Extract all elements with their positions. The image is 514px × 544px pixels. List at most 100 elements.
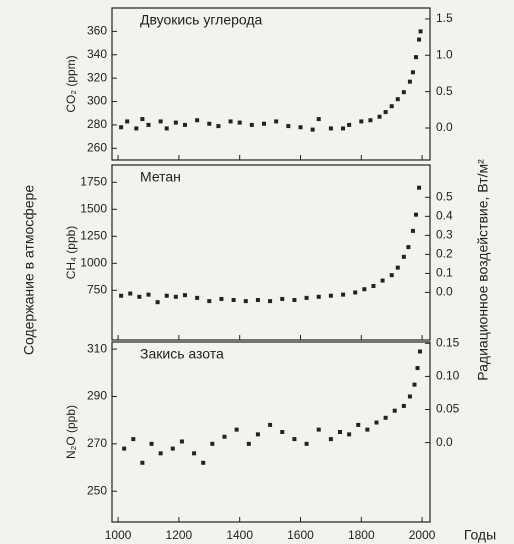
data-point xyxy=(407,79,412,84)
data-point xyxy=(192,451,197,456)
data-point xyxy=(374,420,379,425)
data-point xyxy=(353,290,358,295)
y2-tick-label: 0.5 xyxy=(436,190,453,204)
data-point xyxy=(249,122,254,127)
data-point xyxy=(170,446,175,451)
data-point xyxy=(125,119,130,124)
data-point xyxy=(347,122,352,127)
y-tick-label: 360 xyxy=(87,24,107,38)
data-point xyxy=(173,120,178,125)
data-point xyxy=(164,126,169,131)
y2-tick-label: 0.15 xyxy=(436,335,460,349)
data-point xyxy=(274,119,279,124)
x-tick-label: 1400 xyxy=(226,528,253,542)
y-tick-label: 750 xyxy=(87,282,107,296)
data-point xyxy=(137,294,142,299)
data-point xyxy=(341,292,346,297)
y2-tick-label: 0.4 xyxy=(436,209,453,223)
data-point xyxy=(418,29,423,34)
data-point xyxy=(158,451,163,456)
data-point xyxy=(122,446,127,451)
data-point xyxy=(417,37,422,42)
data-point xyxy=(286,124,291,129)
panel-y-label: N₂O (ppb) xyxy=(64,405,78,459)
data-point xyxy=(316,294,321,299)
data-point xyxy=(216,124,221,129)
panel-frame xyxy=(111,341,431,523)
data-point xyxy=(119,125,124,130)
data-point xyxy=(406,245,411,250)
y-tick-label: 340 xyxy=(87,47,107,61)
data-point xyxy=(371,283,376,288)
x-axis-label: Годы xyxy=(464,527,496,543)
data-point xyxy=(140,117,145,122)
panel-y-label: CH₄ (ppb) xyxy=(64,226,78,280)
data-point xyxy=(195,118,200,123)
data-point xyxy=(234,427,239,432)
data-point xyxy=(417,185,422,190)
y2-tick-label: 1.0 xyxy=(436,47,453,61)
data-point xyxy=(149,441,154,446)
data-point xyxy=(146,122,151,127)
y-tick-label: 270 xyxy=(87,436,107,450)
data-point xyxy=(359,119,364,124)
data-point xyxy=(182,122,187,127)
data-point xyxy=(389,104,394,109)
data-point xyxy=(158,119,163,124)
data-point xyxy=(328,293,333,298)
x-tick-label: 1800 xyxy=(348,528,375,542)
y2-tick-label: 0.10 xyxy=(436,369,460,383)
y2-tick-label: 0.0 xyxy=(436,435,453,449)
panel-y-label: CO₂ (ppm) xyxy=(64,55,78,112)
y2-tick-label: 0.5 xyxy=(436,84,453,98)
data-point xyxy=(310,127,315,132)
data-point xyxy=(389,273,394,278)
data-point xyxy=(246,441,251,446)
data-point xyxy=(347,432,352,437)
data-point xyxy=(410,70,415,75)
data-point xyxy=(155,300,160,305)
y-tick-label: 320 xyxy=(87,70,107,84)
y-tick-label: 1000 xyxy=(80,255,107,269)
data-point xyxy=(237,120,242,125)
data-point xyxy=(210,441,215,446)
data-point xyxy=(401,90,406,95)
data-point xyxy=(414,55,419,60)
data-point xyxy=(338,430,343,434)
data-point xyxy=(134,126,139,131)
y2-tick-label: 0.0 xyxy=(436,285,453,299)
panel-title: Метан xyxy=(140,169,181,185)
data-point xyxy=(231,298,236,303)
data-point xyxy=(316,427,321,432)
data-point xyxy=(255,298,260,303)
data-point xyxy=(182,293,187,298)
data-point xyxy=(298,125,303,130)
y-tick-label: 310 xyxy=(87,341,107,355)
y-tick-label: 1250 xyxy=(80,228,107,242)
y2-tick-label: 0.05 xyxy=(436,402,460,416)
x-tick-label: 1200 xyxy=(166,528,193,542)
y-tick-label: 1750 xyxy=(80,174,107,188)
data-point xyxy=(328,437,333,442)
data-point xyxy=(268,422,273,427)
panel-frame xyxy=(111,164,431,341)
data-point xyxy=(392,408,397,413)
data-point xyxy=(316,117,321,122)
data-point xyxy=(146,292,151,297)
y-tick-label: 290 xyxy=(87,389,107,403)
data-point xyxy=(268,299,273,304)
data-point xyxy=(262,121,267,126)
y-axis-label: Содержание в атмосфере xyxy=(21,185,37,355)
data-point xyxy=(228,119,233,124)
y2-tick-label: 0.2 xyxy=(436,247,453,261)
y2-tick-label: 0.3 xyxy=(436,228,453,242)
y2-tick-label: 0.0 xyxy=(436,120,453,134)
data-point xyxy=(365,427,370,432)
data-point xyxy=(280,296,285,301)
x-tick-label: 1600 xyxy=(287,528,314,542)
data-point xyxy=(292,298,297,303)
data-point xyxy=(377,114,382,119)
y-tick-label: 250 xyxy=(87,483,107,497)
